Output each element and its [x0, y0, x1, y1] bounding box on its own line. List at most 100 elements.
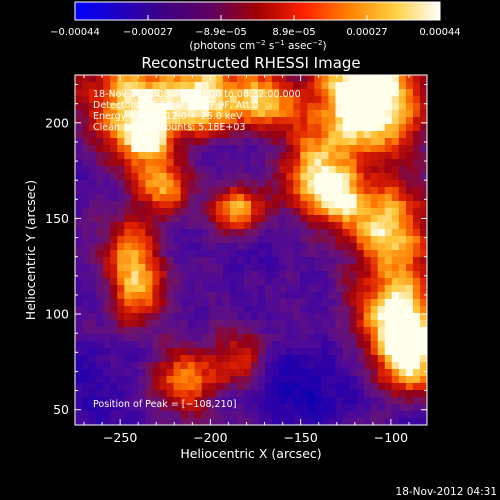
- heatmap-cell: [159, 110, 168, 118]
- heatmap-cell: [187, 320, 196, 328]
- heatmap-cell: [201, 243, 210, 251]
- heatmap-cell: [300, 222, 308, 230]
- heatmap-cell: [222, 397, 231, 405]
- heatmap-cell: [187, 208, 196, 216]
- heatmap-cell: [89, 82, 97, 90]
- heatmap-cell: [356, 194, 365, 202]
- heatmap-cell: [293, 159, 301, 167]
- heatmap-cell: [222, 376, 231, 384]
- heatmap-cell: [335, 166, 344, 174]
- heatmap-cell: [391, 397, 400, 405]
- heatmap-cell: [363, 250, 372, 258]
- heatmap-cell: [124, 278, 132, 286]
- heatmap-cell: [370, 390, 379, 398]
- heatmap-cell: [258, 110, 266, 118]
- heatmap-cell: [194, 285, 203, 293]
- heatmap-cell: [293, 194, 301, 202]
- heatmap-cell: [96, 411, 104, 419]
- heatmap-cell: [75, 299, 83, 307]
- heatmap-cell: [208, 404, 217, 412]
- heatmap-cell: [194, 89, 203, 97]
- heatmap-cell: [412, 264, 421, 272]
- heatmap-cell: [124, 82, 132, 90]
- heatmap-cell: [272, 292, 280, 300]
- heatmap-cell: [145, 103, 154, 111]
- heatmap-cell: [314, 152, 322, 160]
- heatmap-cell: [75, 194, 83, 202]
- heatmap-cell: [314, 194, 322, 202]
- heatmap-cell: [321, 243, 330, 251]
- heatmap-cell: [370, 117, 379, 125]
- heatmap-cell: [222, 229, 231, 237]
- heatmap-cell: [258, 404, 266, 412]
- heatmap-cell: [377, 278, 386, 286]
- heatmap-cell: [187, 131, 196, 139]
- heatmap-cell: [363, 173, 372, 181]
- heatmap-cell: [279, 236, 287, 244]
- heatmap-cell: [279, 152, 287, 160]
- heatmap-cell: [384, 75, 393, 83]
- heatmap-cell: [173, 264, 182, 272]
- heatmap-cell: [258, 292, 266, 300]
- heatmap-cell: [124, 187, 132, 195]
- heatmap-cell: [166, 376, 175, 384]
- heatmap-cell: [258, 166, 266, 174]
- heatmap-cell: [243, 166, 252, 174]
- heatmap-cell: [279, 82, 287, 90]
- heatmap-cell: [103, 201, 111, 209]
- heatmap-cell: [391, 194, 400, 202]
- heatmap-cell: [314, 96, 322, 104]
- heatmap-cell: [314, 236, 322, 244]
- heatmap-cell: [349, 89, 358, 97]
- heatmap-cell: [377, 117, 386, 125]
- heatmap-cell: [342, 376, 351, 384]
- heatmap-cell: [286, 215, 294, 223]
- heatmap-cell: [419, 369, 427, 377]
- heatmap-cell: [215, 145, 224, 153]
- heatmap-cell: [307, 278, 315, 286]
- heatmap-cell: [307, 96, 315, 104]
- heatmap-cell: [356, 278, 365, 286]
- heatmap-cell: [356, 327, 365, 335]
- heatmap-cell: [398, 320, 407, 328]
- heatmap-cell: [286, 124, 294, 132]
- heatmap-cell: [229, 180, 238, 188]
- heatmap-cell: [342, 313, 351, 321]
- heatmap-cell: [342, 201, 351, 209]
- heatmap-cell: [138, 201, 146, 209]
- heatmap-cell: [236, 117, 245, 125]
- heatmap-cell: [173, 145, 182, 153]
- heatmap-cell: [103, 75, 111, 83]
- heatmap-cell: [405, 418, 414, 425]
- heatmap-cell: [222, 383, 231, 391]
- heatmap-cell: [321, 96, 330, 104]
- heatmap-cell: [159, 208, 168, 216]
- heatmap-cell: [384, 96, 393, 104]
- heatmap-cell: [215, 250, 224, 258]
- heatmap-cell: [110, 215, 118, 223]
- heatmap-cell: [412, 201, 421, 209]
- heatmap-cell: [398, 250, 407, 258]
- heatmap-cell: [293, 334, 301, 342]
- heatmap-cell: [117, 278, 125, 286]
- heatmap-cell: [419, 173, 427, 181]
- heatmap-cell: [124, 180, 132, 188]
- heatmap-cell: [131, 194, 139, 202]
- heatmap-cell: [243, 257, 252, 265]
- heatmap-cell: [412, 117, 421, 125]
- heatmap-cell: [215, 299, 224, 307]
- heatmap-cell: [159, 362, 168, 370]
- heatmap-cell: [82, 117, 90, 125]
- heatmap-cell: [89, 369, 97, 377]
- heatmap-cell: [405, 201, 414, 209]
- heatmap-cell: [265, 187, 273, 195]
- heatmap-cell: [131, 397, 139, 405]
- heatmap-cell: [363, 292, 372, 300]
- heatmap-cell: [377, 75, 386, 83]
- heatmap-cell: [215, 257, 224, 265]
- heatmap-cell: [314, 411, 322, 419]
- heatmap-cell: [110, 229, 118, 237]
- heatmap-cell: [152, 180, 161, 188]
- heatmap-cell: [96, 145, 104, 153]
- heatmap-cell: [173, 152, 182, 160]
